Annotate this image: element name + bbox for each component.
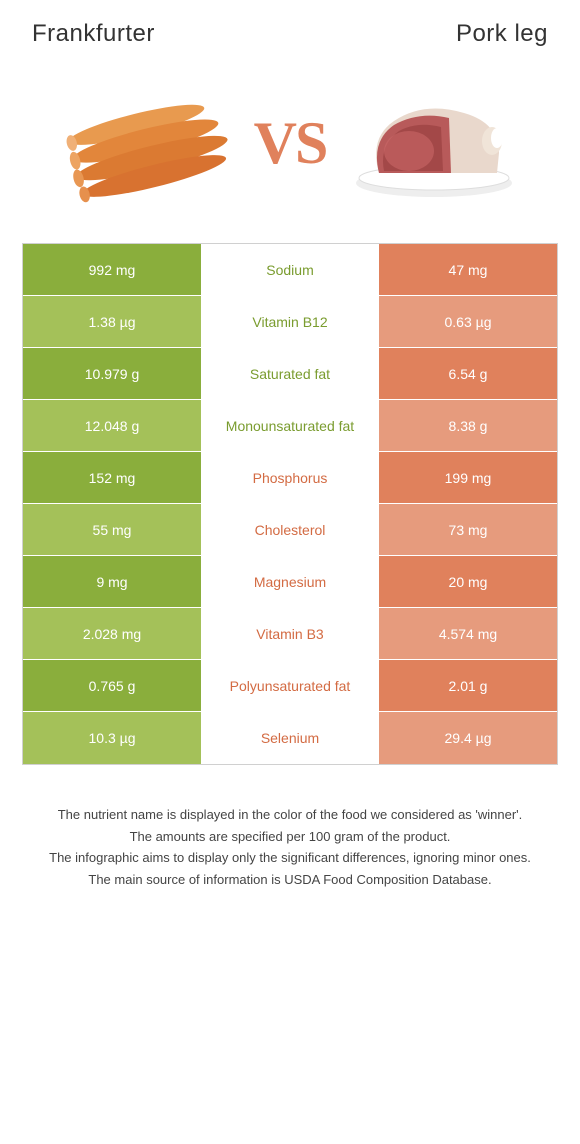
- nutrient-row: 1.38 µgVitamin B120.63 µg: [23, 296, 557, 348]
- right-value: 73 mg: [379, 504, 557, 555]
- nutrient-label: Vitamin B12: [201, 296, 379, 347]
- nutrient-row: 9 mgMagnesium20 mg: [23, 556, 557, 608]
- nutrient-label: Selenium: [201, 712, 379, 764]
- left-value: 1.38 µg: [23, 296, 201, 347]
- nutrient-label: Cholesterol: [201, 504, 379, 555]
- right-value: 199 mg: [379, 452, 557, 503]
- right-value: 6.54 g: [379, 348, 557, 399]
- right-value: 8.38 g: [379, 400, 557, 451]
- left-value: 55 mg: [23, 504, 201, 555]
- left-value: 10.3 µg: [23, 712, 201, 764]
- footer-line: The nutrient name is displayed in the co…: [37, 805, 543, 825]
- left-value: 992 mg: [23, 244, 201, 295]
- left-value: 0.765 g: [23, 660, 201, 711]
- right-value: 29.4 µg: [379, 712, 557, 764]
- nutrient-label: Vitamin B3: [201, 608, 379, 659]
- nutrient-row: 55 mgCholesterol73 mg: [23, 504, 557, 556]
- footer-line: The amounts are specified per 100 gram o…: [37, 827, 543, 847]
- nutrient-row: 2.028 mgVitamin B34.574 mg: [23, 608, 557, 660]
- nutrient-label: Monounsaturated fat: [201, 400, 379, 451]
- nutrient-row: 992 mgSodium47 mg: [23, 244, 557, 296]
- right-value: 4.574 mg: [379, 608, 557, 659]
- right-value: 47 mg: [379, 244, 557, 295]
- food-title-left: Frankfurter: [32, 20, 155, 48]
- left-value: 12.048 g: [23, 400, 201, 451]
- nutrient-row: 10.979 gSaturated fat6.54 g: [23, 348, 557, 400]
- nutrient-row: 12.048 gMonounsaturated fat8.38 g: [23, 400, 557, 452]
- footer-notes: The nutrient name is displayed in the co…: [22, 765, 558, 906]
- nutrient-row: 10.3 µgSelenium29.4 µg: [23, 712, 557, 764]
- left-value: 152 mg: [23, 452, 201, 503]
- nutrient-table: 992 mgSodium47 mg1.38 µgVitamin B120.63 …: [22, 243, 558, 765]
- pork-leg-image: [344, 78, 524, 208]
- left-value: 10.979 g: [23, 348, 201, 399]
- right-value: 0.63 µg: [379, 296, 557, 347]
- nutrient-label: Phosphorus: [201, 452, 379, 503]
- left-value: 2.028 mg: [23, 608, 201, 659]
- vs-row: VS: [22, 53, 558, 243]
- nutrient-label: Saturated fat: [201, 348, 379, 399]
- food-title-right: Pork leg: [456, 20, 548, 48]
- frankfurter-image: [56, 78, 236, 208]
- nutrient-label: Sodium: [201, 244, 379, 295]
- footer-line: The infographic aims to display only the…: [37, 848, 543, 868]
- right-value: 2.01 g: [379, 660, 557, 711]
- footer-line: The main source of information is USDA F…: [37, 870, 543, 890]
- left-value: 9 mg: [23, 556, 201, 607]
- nutrient-row: 152 mgPhosphorus199 mg: [23, 452, 557, 504]
- vs-label: VS: [254, 109, 327, 178]
- nutrient-label: Polyunsaturated fat: [201, 660, 379, 711]
- nutrient-row: 0.765 gPolyunsaturated fat2.01 g: [23, 660, 557, 712]
- header: Frankfurter Pork leg: [22, 20, 558, 53]
- right-value: 20 mg: [379, 556, 557, 607]
- comparison-infographic: Frankfurter Pork leg VS: [0, 0, 580, 926]
- nutrient-label: Magnesium: [201, 556, 379, 607]
